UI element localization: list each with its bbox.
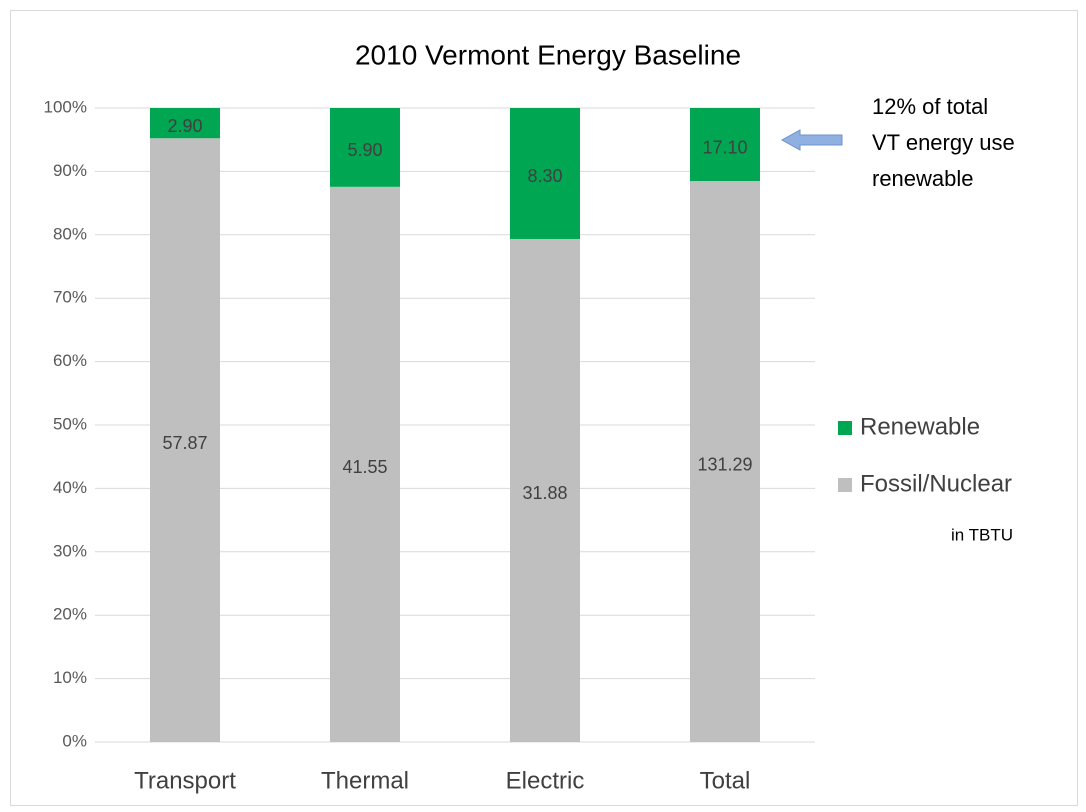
y-tick-label: 30% — [53, 541, 87, 560]
x-tick-label: Electric — [506, 767, 585, 794]
y-tick-label: 90% — [53, 161, 87, 180]
y-tick-label: 60% — [53, 351, 87, 370]
y-tick-label: 70% — [53, 288, 87, 307]
plot: 0% 10% 20% 30% 40% 50% 60% 70% 80% 90% 100% Transpo… — [44, 94, 1015, 795]
data-label: 131.29 — [697, 454, 752, 474]
data-label: 5.90 — [347, 140, 382, 160]
data-label: 17.10 — [702, 137, 747, 157]
bar-segment — [510, 238, 580, 743]
annotation: VT energy use — [872, 130, 1015, 155]
annotation-arrow — [780, 129, 843, 151]
y-tick-label: 0% — [62, 731, 87, 750]
bar-segment — [690, 181, 760, 742]
y-tick-label: 100% — [44, 97, 87, 116]
legend-label: Renewable — [860, 413, 980, 440]
data-label: 31.88 — [522, 483, 567, 503]
annotation: 12% of total — [872, 94, 988, 119]
bar-segment — [150, 138, 220, 742]
y-tick-label: 40% — [53, 478, 87, 497]
bar-segment — [330, 186, 400, 742]
x-tick-label: Transport — [134, 767, 236, 794]
bar-segment — [690, 108, 760, 182]
unit-note: in TBTU — [951, 525, 1013, 544]
x-tick-label: Total — [700, 767, 751, 794]
x-tick-label: Thermal — [321, 767, 409, 794]
bar-segment — [330, 108, 400, 187]
y-tick-label: 10% — [53, 668, 87, 687]
data-label: 2.90 — [167, 116, 202, 136]
bar-segment — [510, 108, 580, 239]
data-label: 41.55 — [342, 457, 387, 477]
legend-swatch — [838, 421, 852, 435]
legend-label: Fossil/Nuclear — [860, 470, 1012, 497]
y-tick-label: 20% — [53, 605, 87, 624]
chart-title: 2010 Vermont Energy Baseline — [355, 39, 741, 70]
bar-segment — [150, 108, 220, 139]
annotation: renewable — [872, 166, 974, 191]
data-label: 57.87 — [162, 433, 207, 453]
y-tick-label: 80% — [53, 224, 87, 243]
legend-swatch — [838, 478, 852, 492]
y-tick-label: 50% — [53, 414, 87, 433]
data-label: 8.30 — [527, 166, 562, 186]
